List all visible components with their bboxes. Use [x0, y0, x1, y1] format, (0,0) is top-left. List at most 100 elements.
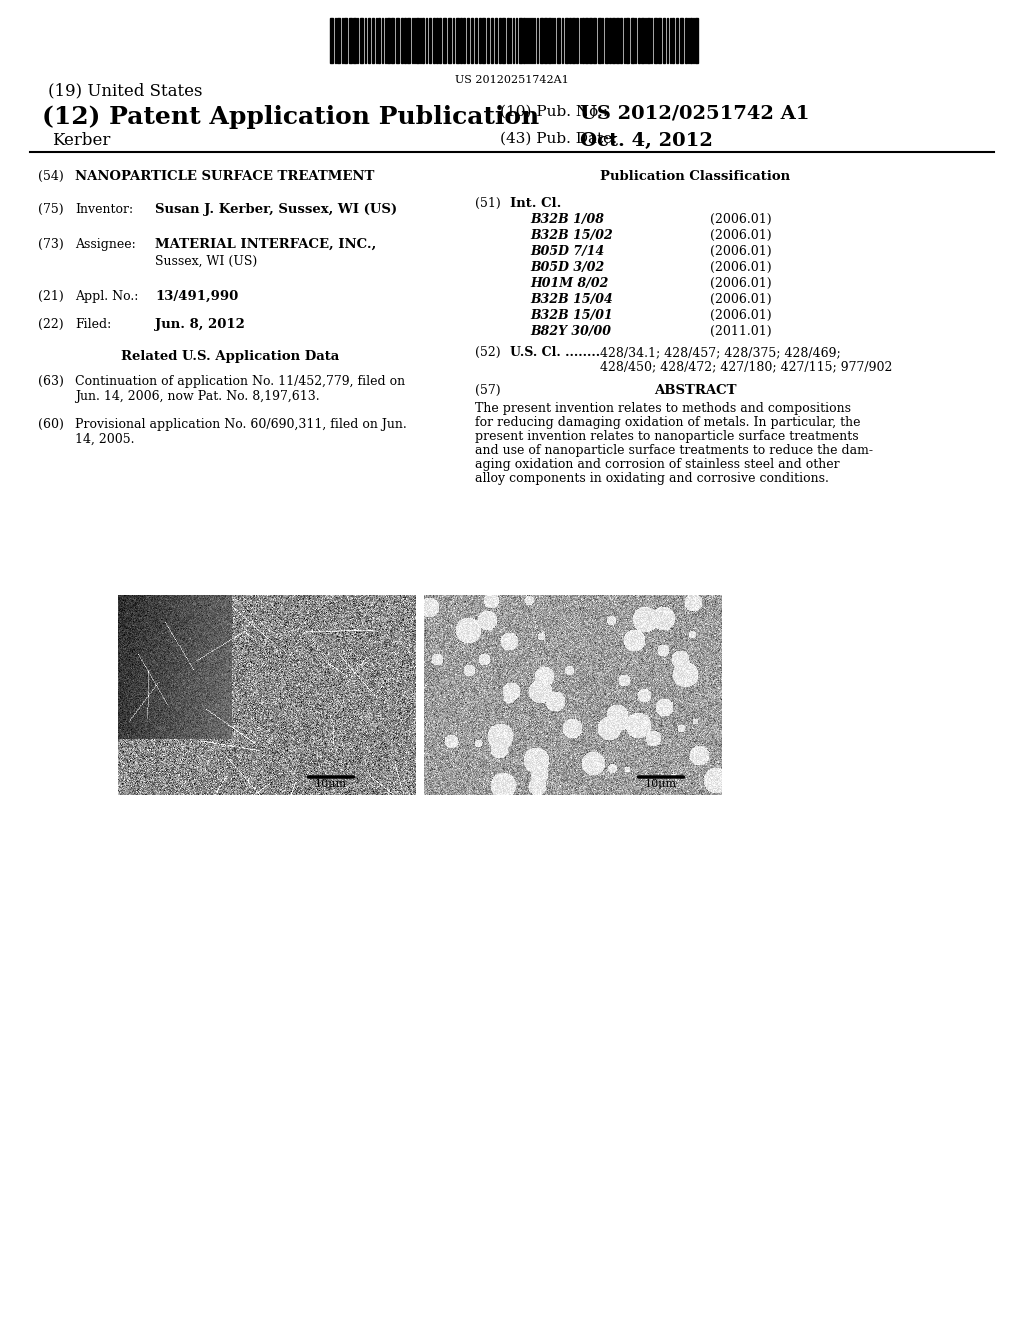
Text: 428/450; 428/472; 427/180; 427/115; 977/902: 428/450; 428/472; 427/180; 427/115; 977/… [600, 360, 892, 374]
Bar [360, 18, 362, 63]
Bar [593, 18, 596, 63]
Text: Jun. 8, 2012: Jun. 8, 2012 [155, 318, 245, 331]
Text: 14, 2005.: 14, 2005. [75, 433, 134, 446]
Text: (22): (22) [38, 318, 63, 331]
Bar [344, 18, 347, 63]
Text: present invention relates to nanoparticle surface treatments: present invention relates to nanoparticl… [475, 430, 859, 444]
Bar [641, 18, 644, 63]
Bar [475, 18, 477, 63]
Bar [575, 18, 578, 63]
Text: (2006.01): (2006.01) [710, 261, 772, 275]
Text: 428/34.1; 428/457; 428/375; 428/469;: 428/34.1; 428/457; 428/375; 428/469; [600, 346, 841, 359]
Bar [467, 18, 469, 63]
Bar [569, 18, 571, 63]
Bar [548, 18, 551, 63]
Text: Inventor:: Inventor: [75, 203, 133, 216]
Text: Continuation of application No. 11/452,779, filed on: Continuation of application No. 11/452,7… [75, 375, 406, 388]
Text: for reducing damaging oxidation of metals. In particular, the: for reducing damaging oxidation of metal… [475, 416, 860, 429]
Text: 13/491,990: 13/491,990 [155, 290, 239, 304]
Text: NANOPARTICLE SURFACE TREATMENT: NANOPARTICLE SURFACE TREATMENT [75, 170, 375, 183]
Text: Assignee:: Assignee: [75, 238, 136, 251]
Bar [572, 18, 575, 63]
Bar [422, 18, 424, 63]
Text: The present invention relates to methods and compositions: The present invention relates to methods… [475, 403, 851, 414]
Text: (2011.01): (2011.01) [710, 325, 772, 338]
Text: Filed:: Filed: [75, 318, 112, 331]
Text: Provisional application No. 60/690,311, filed on Jun.: Provisional application No. 60/690,311, … [75, 418, 407, 432]
Text: (73): (73) [38, 238, 63, 251]
Text: B32B 15/01: B32B 15/01 [530, 309, 612, 322]
Text: (63): (63) [38, 375, 63, 388]
Text: (2006.01): (2006.01) [710, 293, 772, 306]
Text: (54): (54) [38, 170, 63, 183]
Bar [658, 18, 662, 63]
Bar [631, 18, 634, 63]
Text: (2006.01): (2006.01) [710, 277, 772, 290]
Bar [456, 18, 459, 63]
Bar [391, 18, 394, 63]
Bar [612, 18, 615, 63]
Bar [685, 18, 687, 63]
Text: (75): (75) [38, 203, 63, 216]
Bar [519, 18, 522, 63]
Bar [487, 18, 489, 63]
Bar [565, 18, 568, 63]
Bar [544, 18, 547, 63]
Bar [605, 18, 608, 63]
Bar [695, 18, 698, 63]
Text: (2006.01): (2006.01) [710, 246, 772, 257]
Bar [676, 18, 678, 63]
Text: (60): (60) [38, 418, 63, 432]
Text: US 20120251742A1: US 20120251742A1 [455, 75, 569, 84]
Text: Int. Cl.: Int. Cl. [510, 197, 561, 210]
Bar [589, 18, 592, 63]
Text: (12) Patent Application Publication: (12) Patent Application Publication [42, 106, 540, 129]
Text: (21): (21) [38, 290, 63, 304]
Bar [495, 18, 497, 63]
Text: B32B 1/08: B32B 1/08 [530, 213, 604, 226]
Text: B82Y 30/00: B82Y 30/00 [530, 325, 611, 338]
Text: Related U.S. Application Data: Related U.S. Application Data [121, 350, 339, 363]
Bar [672, 18, 674, 63]
Text: B32B 15/04: B32B 15/04 [530, 293, 612, 306]
Bar [479, 18, 481, 63]
Text: H01M 8/02: H01M 8/02 [530, 277, 608, 290]
Bar [540, 18, 543, 63]
Text: 10μm: 10μm [315, 779, 347, 789]
Text: 10μm: 10μm [645, 779, 677, 789]
Bar [609, 18, 611, 63]
Text: (52): (52) [475, 346, 501, 359]
Text: ABSTRACT: ABSTRACT [653, 384, 736, 397]
Bar [616, 18, 618, 63]
Text: (2006.01): (2006.01) [710, 228, 772, 242]
Bar [463, 18, 465, 63]
Bar [433, 18, 435, 63]
Bar [523, 18, 525, 63]
Bar [557, 18, 560, 63]
Bar [647, 18, 650, 63]
Bar [690, 18, 692, 63]
Text: B32B 15/02: B32B 15/02 [530, 228, 612, 242]
Bar [502, 18, 505, 63]
Bar [680, 18, 683, 63]
Text: Jun. 14, 2006, now Pat. No. 8,197,613.: Jun. 14, 2006, now Pat. No. 8,197,613. [75, 389, 319, 403]
Text: alloy components in oxidating and corrosive conditions.: alloy components in oxidating and corros… [475, 473, 828, 484]
Text: U.S. Cl. ........: U.S. Cl. ........ [510, 346, 600, 359]
Text: (57): (57) [475, 384, 501, 397]
Text: B05D 7/14: B05D 7/14 [530, 246, 604, 257]
Bar [353, 18, 356, 63]
Bar [330, 18, 333, 63]
Bar [663, 18, 665, 63]
Bar [372, 18, 374, 63]
Bar [443, 18, 446, 63]
Bar [490, 18, 493, 63]
Text: Appl. No.:: Appl. No.: [75, 290, 138, 304]
Bar [460, 18, 462, 63]
Bar [499, 18, 501, 63]
Bar [626, 18, 629, 63]
Bar [401, 18, 403, 63]
Bar [598, 18, 601, 63]
Bar [407, 18, 410, 63]
Text: MATERIAL INTERFACE, INC.,: MATERIAL INTERFACE, INC., [155, 238, 376, 251]
Text: (10) Pub. No.:: (10) Pub. No.: [500, 106, 608, 119]
